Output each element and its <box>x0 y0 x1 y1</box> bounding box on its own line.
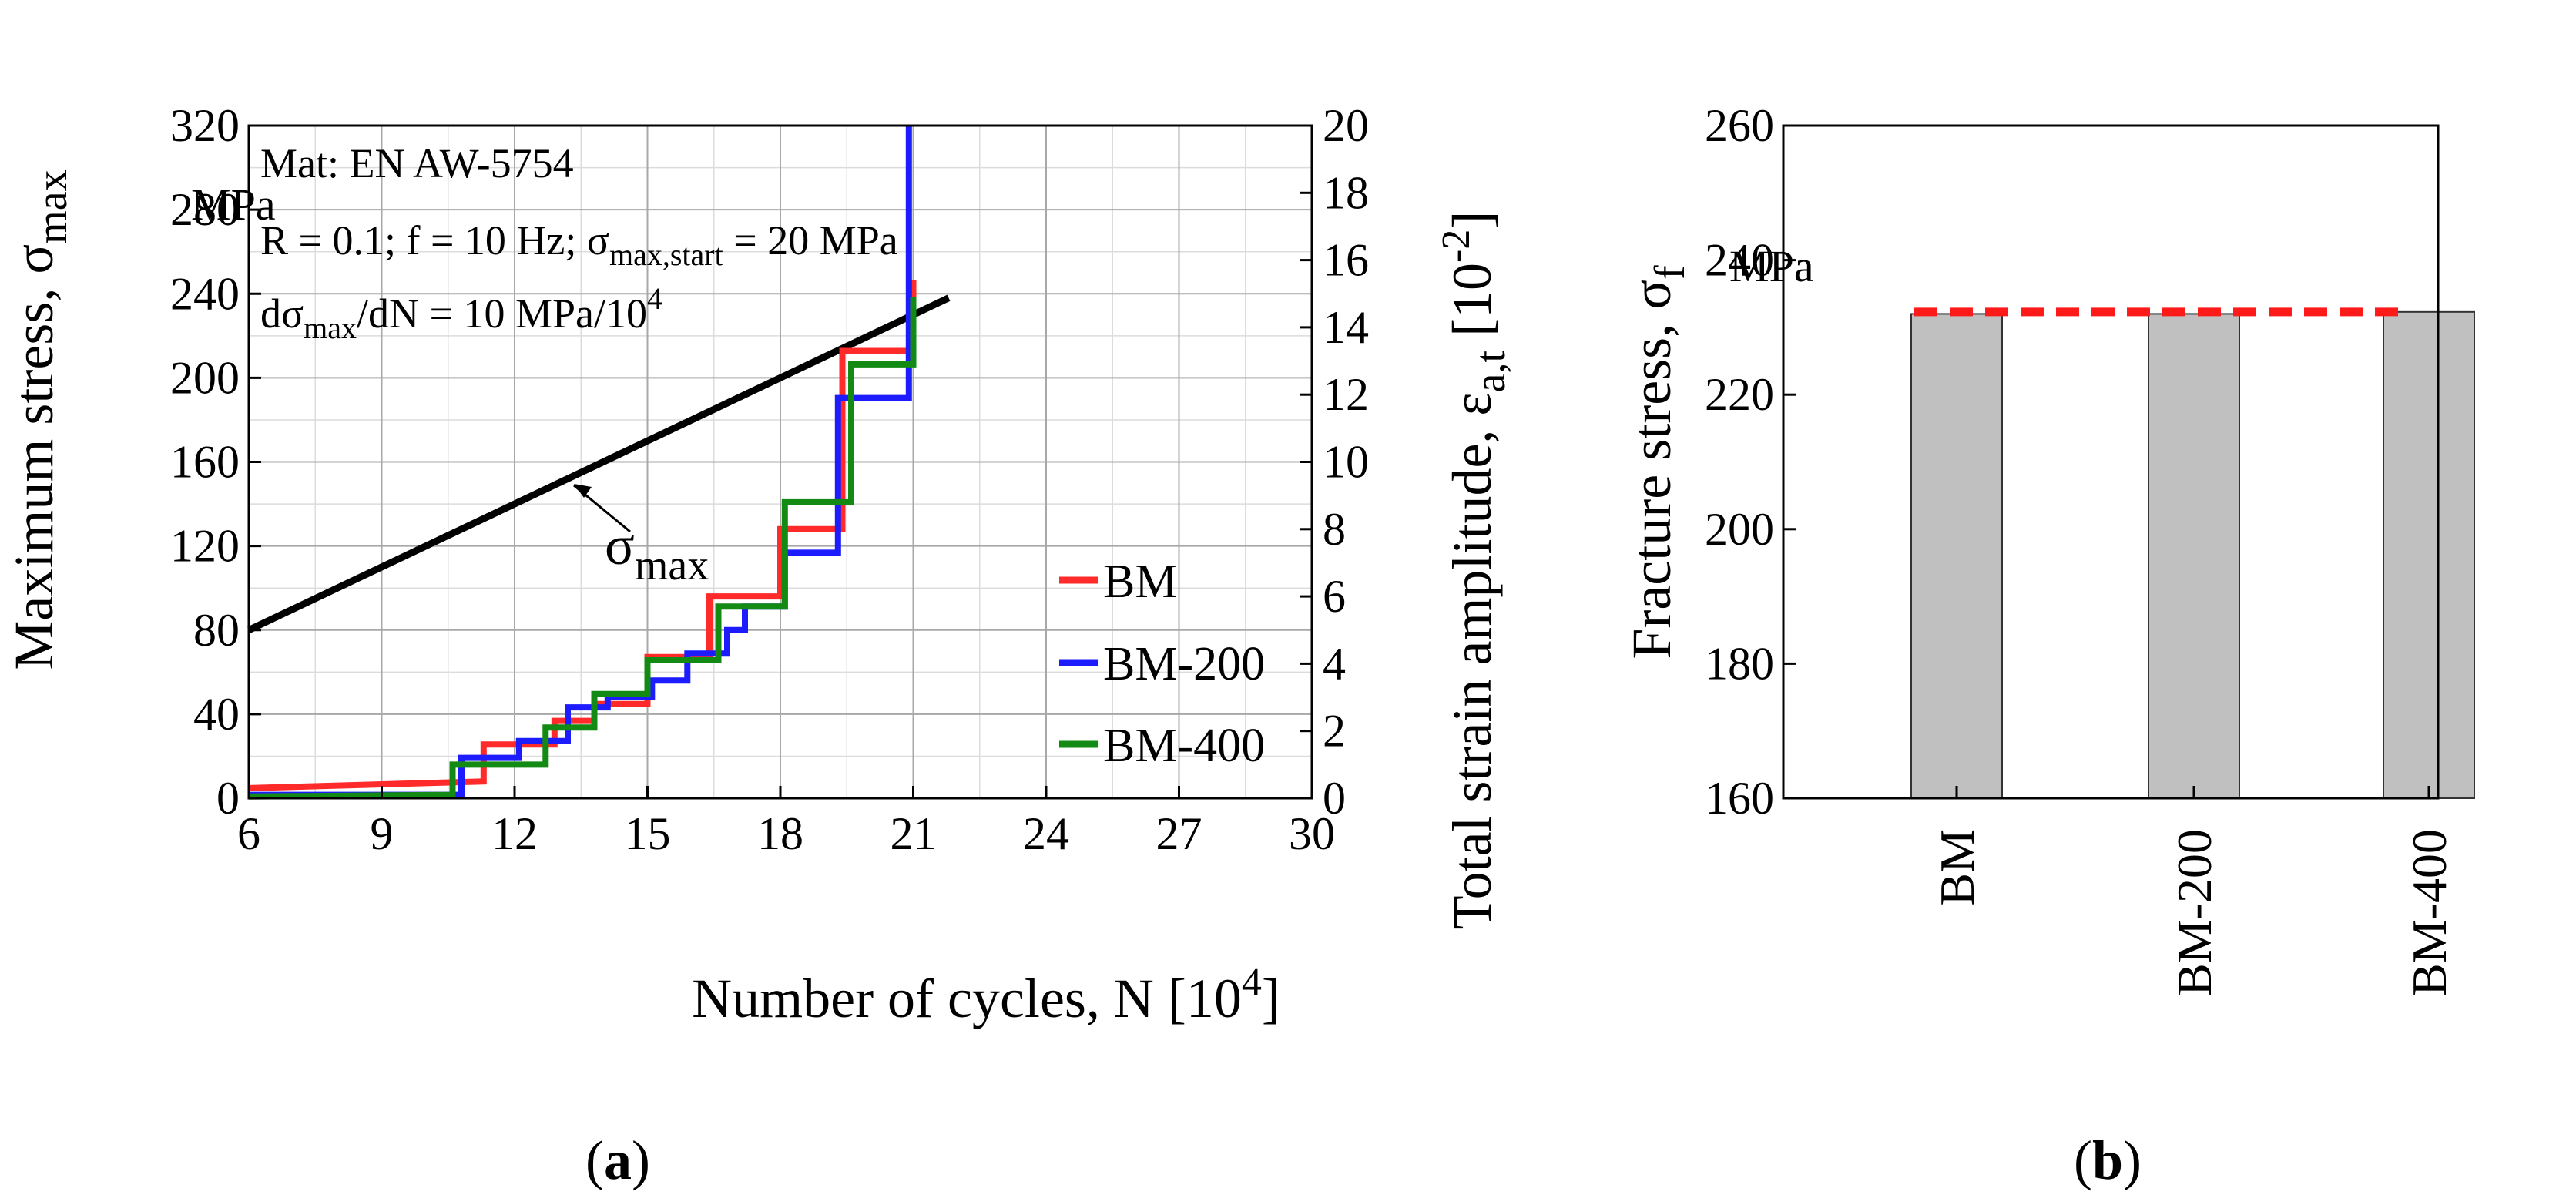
y-tick-label-b: 240 <box>1705 235 1774 286</box>
y-unit-b: MPa <box>1729 241 1814 291</box>
y2-tick-label: 8 <box>1323 504 1346 555</box>
y2-tick-label: 16 <box>1323 235 1369 286</box>
y2-tick-label: 20 <box>1323 100 1369 151</box>
legend: BM BM-200 BM-400 <box>1059 556 1265 772</box>
series-bm <box>248 280 917 791</box>
x-tick-label: 30 <box>1289 808 1335 859</box>
rate-annotation: dσmax/dN = 10 MPa/104 <box>260 281 662 345</box>
bar-bm-200 <box>2148 313 2240 799</box>
y-unit-a: MPa <box>191 180 276 230</box>
material-annotation: Mat: EN AW-5754 <box>260 140 574 186</box>
conditions-annotation: R = 0.1; f = 10 Hz; σmax,start = 20 MPa <box>260 217 898 272</box>
panel-a-label: (a) <box>585 1130 650 1191</box>
y-tick-label-b: 160 <box>1705 773 1774 824</box>
y2-tick-label: 18 <box>1323 167 1369 218</box>
y-tick-label-b: 220 <box>1705 369 1774 420</box>
series-group <box>248 126 917 800</box>
y-tick-label: 320 <box>170 100 240 151</box>
panel-a: 6 9 12 15 18 21 24 27 30040801201602002402803200… <box>3 100 1514 1191</box>
x-tick-label: 24 <box>1023 808 1069 859</box>
plot-area-b <box>1783 126 2438 798</box>
x-tick-label: 21 <box>891 808 937 859</box>
series-bm-200 <box>249 126 912 798</box>
x-tick-label: 9 <box>371 808 394 859</box>
bar-bm <box>1910 313 2003 799</box>
ticks-a: 6 9 12 15 18 21 24 27 30040801201602002402803200… <box>170 100 1369 859</box>
y2-tick-label: 6 <box>1323 571 1346 622</box>
category-label: BM <box>1930 829 1984 906</box>
legend-label-bm-400: BM-400 <box>1103 720 1265 772</box>
panel-b: BM BM-200 BM-400 160 180 200 220 240 260 Fractur… <box>1621 100 2475 1191</box>
y-tick-label: 40 <box>193 689 240 740</box>
legend-label-bm-200: BM-200 <box>1103 638 1265 690</box>
plot-frame-b <box>1782 124 2440 800</box>
y2-tick-label: 4 <box>1323 638 1346 689</box>
y-axis-title-a: Maximum stress, σmax <box>3 170 76 670</box>
x-axis-title-a: Number of cycles, N [104] <box>692 961 1280 1029</box>
category-label: BM-200 <box>2167 829 2222 996</box>
y-tick-label: 200 <box>170 352 240 403</box>
x-tick-label: 18 <box>757 808 803 859</box>
y2-tick-label: 2 <box>1323 706 1346 757</box>
x-tick-label: 15 <box>625 808 671 859</box>
series-bm-400 <box>248 297 917 800</box>
y-tick-label-b: 260 <box>1705 100 1774 151</box>
ticks-b: BM BM-200 BM-400 160 180 200 220 240 260 <box>1705 100 2457 996</box>
category-label: BM-400 <box>2402 829 2457 996</box>
y2-tick-label: 14 <box>1323 302 1369 353</box>
x-tick-label: 27 <box>1156 808 1202 859</box>
y2-tick-label: 0 <box>1323 773 1346 824</box>
panel-b-label: (b) <box>2074 1130 2142 1191</box>
y-tick-label: 160 <box>170 437 240 488</box>
y-tick-label-b: 180 <box>1705 638 1774 689</box>
bar-bm-400 <box>2383 310 2475 800</box>
x-tick-label: 12 <box>491 808 538 859</box>
y-tick-label: 280 <box>170 184 240 235</box>
sigma-max-line <box>247 294 951 633</box>
y2-tick-label: 12 <box>1323 369 1369 420</box>
bars-group <box>1910 310 2475 800</box>
y2-tick-label: 10 <box>1323 437 1369 488</box>
y2-axis-title-a: Total strain amplitude, εa,t [10-2] <box>1434 211 1514 930</box>
sigma-max-label: σmax <box>605 515 709 589</box>
y-tick-label: 240 <box>170 268 240 319</box>
legend-label-bm: BM <box>1103 556 1177 608</box>
y-tick-label: 120 <box>170 521 240 572</box>
y-tick-label: 0 <box>216 773 240 824</box>
y-axis-title-b: Fracture stress, σf <box>1621 265 1694 660</box>
sigma-arrow-head <box>574 484 592 498</box>
x-tick-label: 6 <box>237 808 260 859</box>
y-tick-label: 80 <box>193 605 240 656</box>
y-tick-label-b: 200 <box>1705 504 1774 555</box>
